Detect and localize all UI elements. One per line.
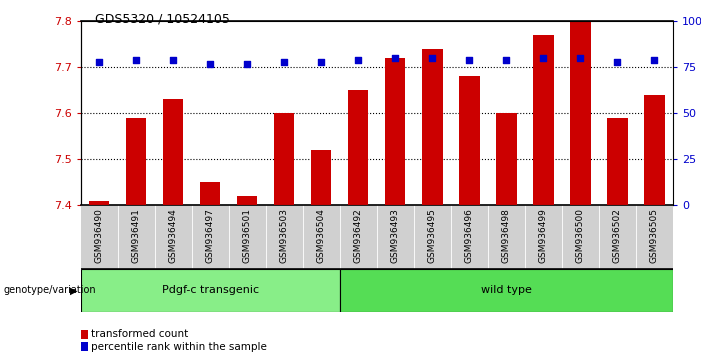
Point bbox=[130, 57, 142, 63]
Point bbox=[501, 57, 512, 63]
Point bbox=[168, 57, 179, 63]
Bar bbox=[200, 182, 220, 205]
Point bbox=[93, 59, 104, 64]
Text: GSM936494: GSM936494 bbox=[169, 208, 177, 263]
Text: GSM936501: GSM936501 bbox=[243, 208, 252, 263]
Bar bbox=[126, 118, 147, 205]
Text: wild type: wild type bbox=[481, 285, 532, 295]
Text: ▶: ▶ bbox=[69, 285, 77, 295]
Point bbox=[242, 61, 253, 67]
Point bbox=[205, 61, 216, 67]
Point bbox=[464, 57, 475, 63]
Point bbox=[612, 59, 623, 64]
Text: GSM936503: GSM936503 bbox=[280, 208, 289, 263]
Bar bbox=[533, 35, 554, 205]
Text: GSM936502: GSM936502 bbox=[613, 208, 622, 263]
Bar bbox=[163, 99, 184, 205]
Point bbox=[390, 55, 401, 61]
Text: transformed count: transformed count bbox=[91, 329, 189, 339]
Text: GSM936504: GSM936504 bbox=[317, 208, 326, 263]
Bar bbox=[644, 95, 665, 205]
Text: GSM936493: GSM936493 bbox=[390, 208, 400, 263]
Text: GSM936491: GSM936491 bbox=[132, 208, 141, 263]
Text: GSM936505: GSM936505 bbox=[650, 208, 659, 263]
Text: GSM936492: GSM936492 bbox=[354, 208, 363, 263]
Point bbox=[427, 55, 438, 61]
Bar bbox=[89, 201, 109, 205]
Bar bbox=[81, 269, 340, 312]
Bar bbox=[274, 113, 294, 205]
Point bbox=[649, 57, 660, 63]
Text: Pdgf-c transgenic: Pdgf-c transgenic bbox=[162, 285, 259, 295]
Bar bbox=[348, 90, 369, 205]
Bar bbox=[422, 49, 442, 205]
Bar bbox=[237, 196, 257, 205]
Bar bbox=[459, 76, 479, 205]
Text: GSM936497: GSM936497 bbox=[205, 208, 215, 263]
Point bbox=[315, 59, 327, 64]
Text: GSM936490: GSM936490 bbox=[95, 208, 104, 263]
Point bbox=[575, 55, 586, 61]
Text: GSM936496: GSM936496 bbox=[465, 208, 474, 263]
Point bbox=[538, 55, 549, 61]
Bar bbox=[570, 21, 590, 205]
Bar bbox=[81, 342, 88, 351]
Text: genotype/variation: genotype/variation bbox=[4, 285, 96, 295]
Point bbox=[353, 57, 364, 63]
Point bbox=[278, 59, 290, 64]
Text: percentile rank within the sample: percentile rank within the sample bbox=[91, 342, 267, 352]
Text: GSM936499: GSM936499 bbox=[539, 208, 548, 263]
Text: GSM936500: GSM936500 bbox=[576, 208, 585, 263]
Bar bbox=[385, 58, 405, 205]
Bar bbox=[607, 118, 627, 205]
Bar bbox=[311, 150, 332, 205]
Bar bbox=[81, 330, 88, 338]
Text: GDS5320 / 10524105: GDS5320 / 10524105 bbox=[95, 12, 229, 25]
Text: GSM936495: GSM936495 bbox=[428, 208, 437, 263]
Text: GSM936498: GSM936498 bbox=[502, 208, 511, 263]
Bar bbox=[496, 113, 517, 205]
Bar bbox=[340, 269, 673, 312]
